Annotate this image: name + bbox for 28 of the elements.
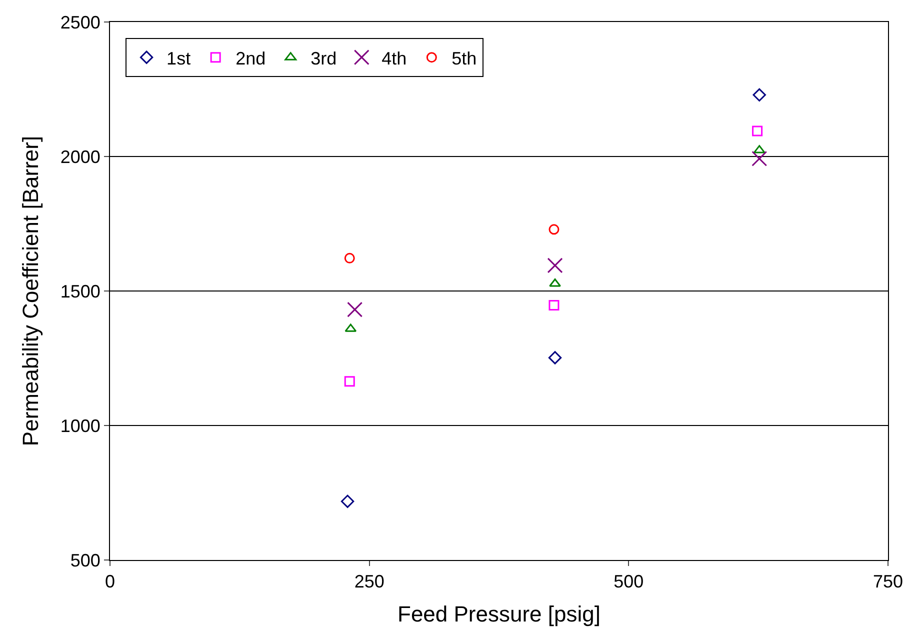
x-tick-label: 250 [354, 572, 384, 592]
point [548, 300, 560, 311]
point [344, 252, 355, 264]
x-tick-label: 0 [104, 572, 116, 592]
legend-label: 2nd [236, 48, 266, 68]
x-axis-title: Feed Pressure [psig] [398, 602, 600, 626]
legend-label: 1st [166, 48, 191, 68]
point [548, 224, 560, 235]
x-tick-label: 500 [614, 572, 644, 592]
point [340, 494, 354, 508]
y-axis-title: Permeability Coefficient [Barrer] [18, 136, 44, 446]
x-tick-label: 750 [872, 572, 904, 592]
point [549, 278, 561, 287]
point [548, 351, 562, 364]
legend-label: 4th [382, 48, 407, 68]
legend-label: 5th [452, 48, 477, 68]
point [752, 150, 768, 166]
y-tick-label: 2000 [60, 146, 100, 167]
point [344, 376, 355, 387]
legend-label: 3rd [310, 48, 337, 68]
y-tick-label: 2500 [60, 12, 100, 32]
point [547, 258, 563, 274]
point [752, 126, 763, 136]
point [752, 88, 766, 102]
y-tick-label: 1500 [60, 281, 100, 302]
point [347, 302, 363, 318]
y-tick-label: 1000 [60, 416, 100, 436]
y-tick-label: 500 [70, 550, 100, 570]
